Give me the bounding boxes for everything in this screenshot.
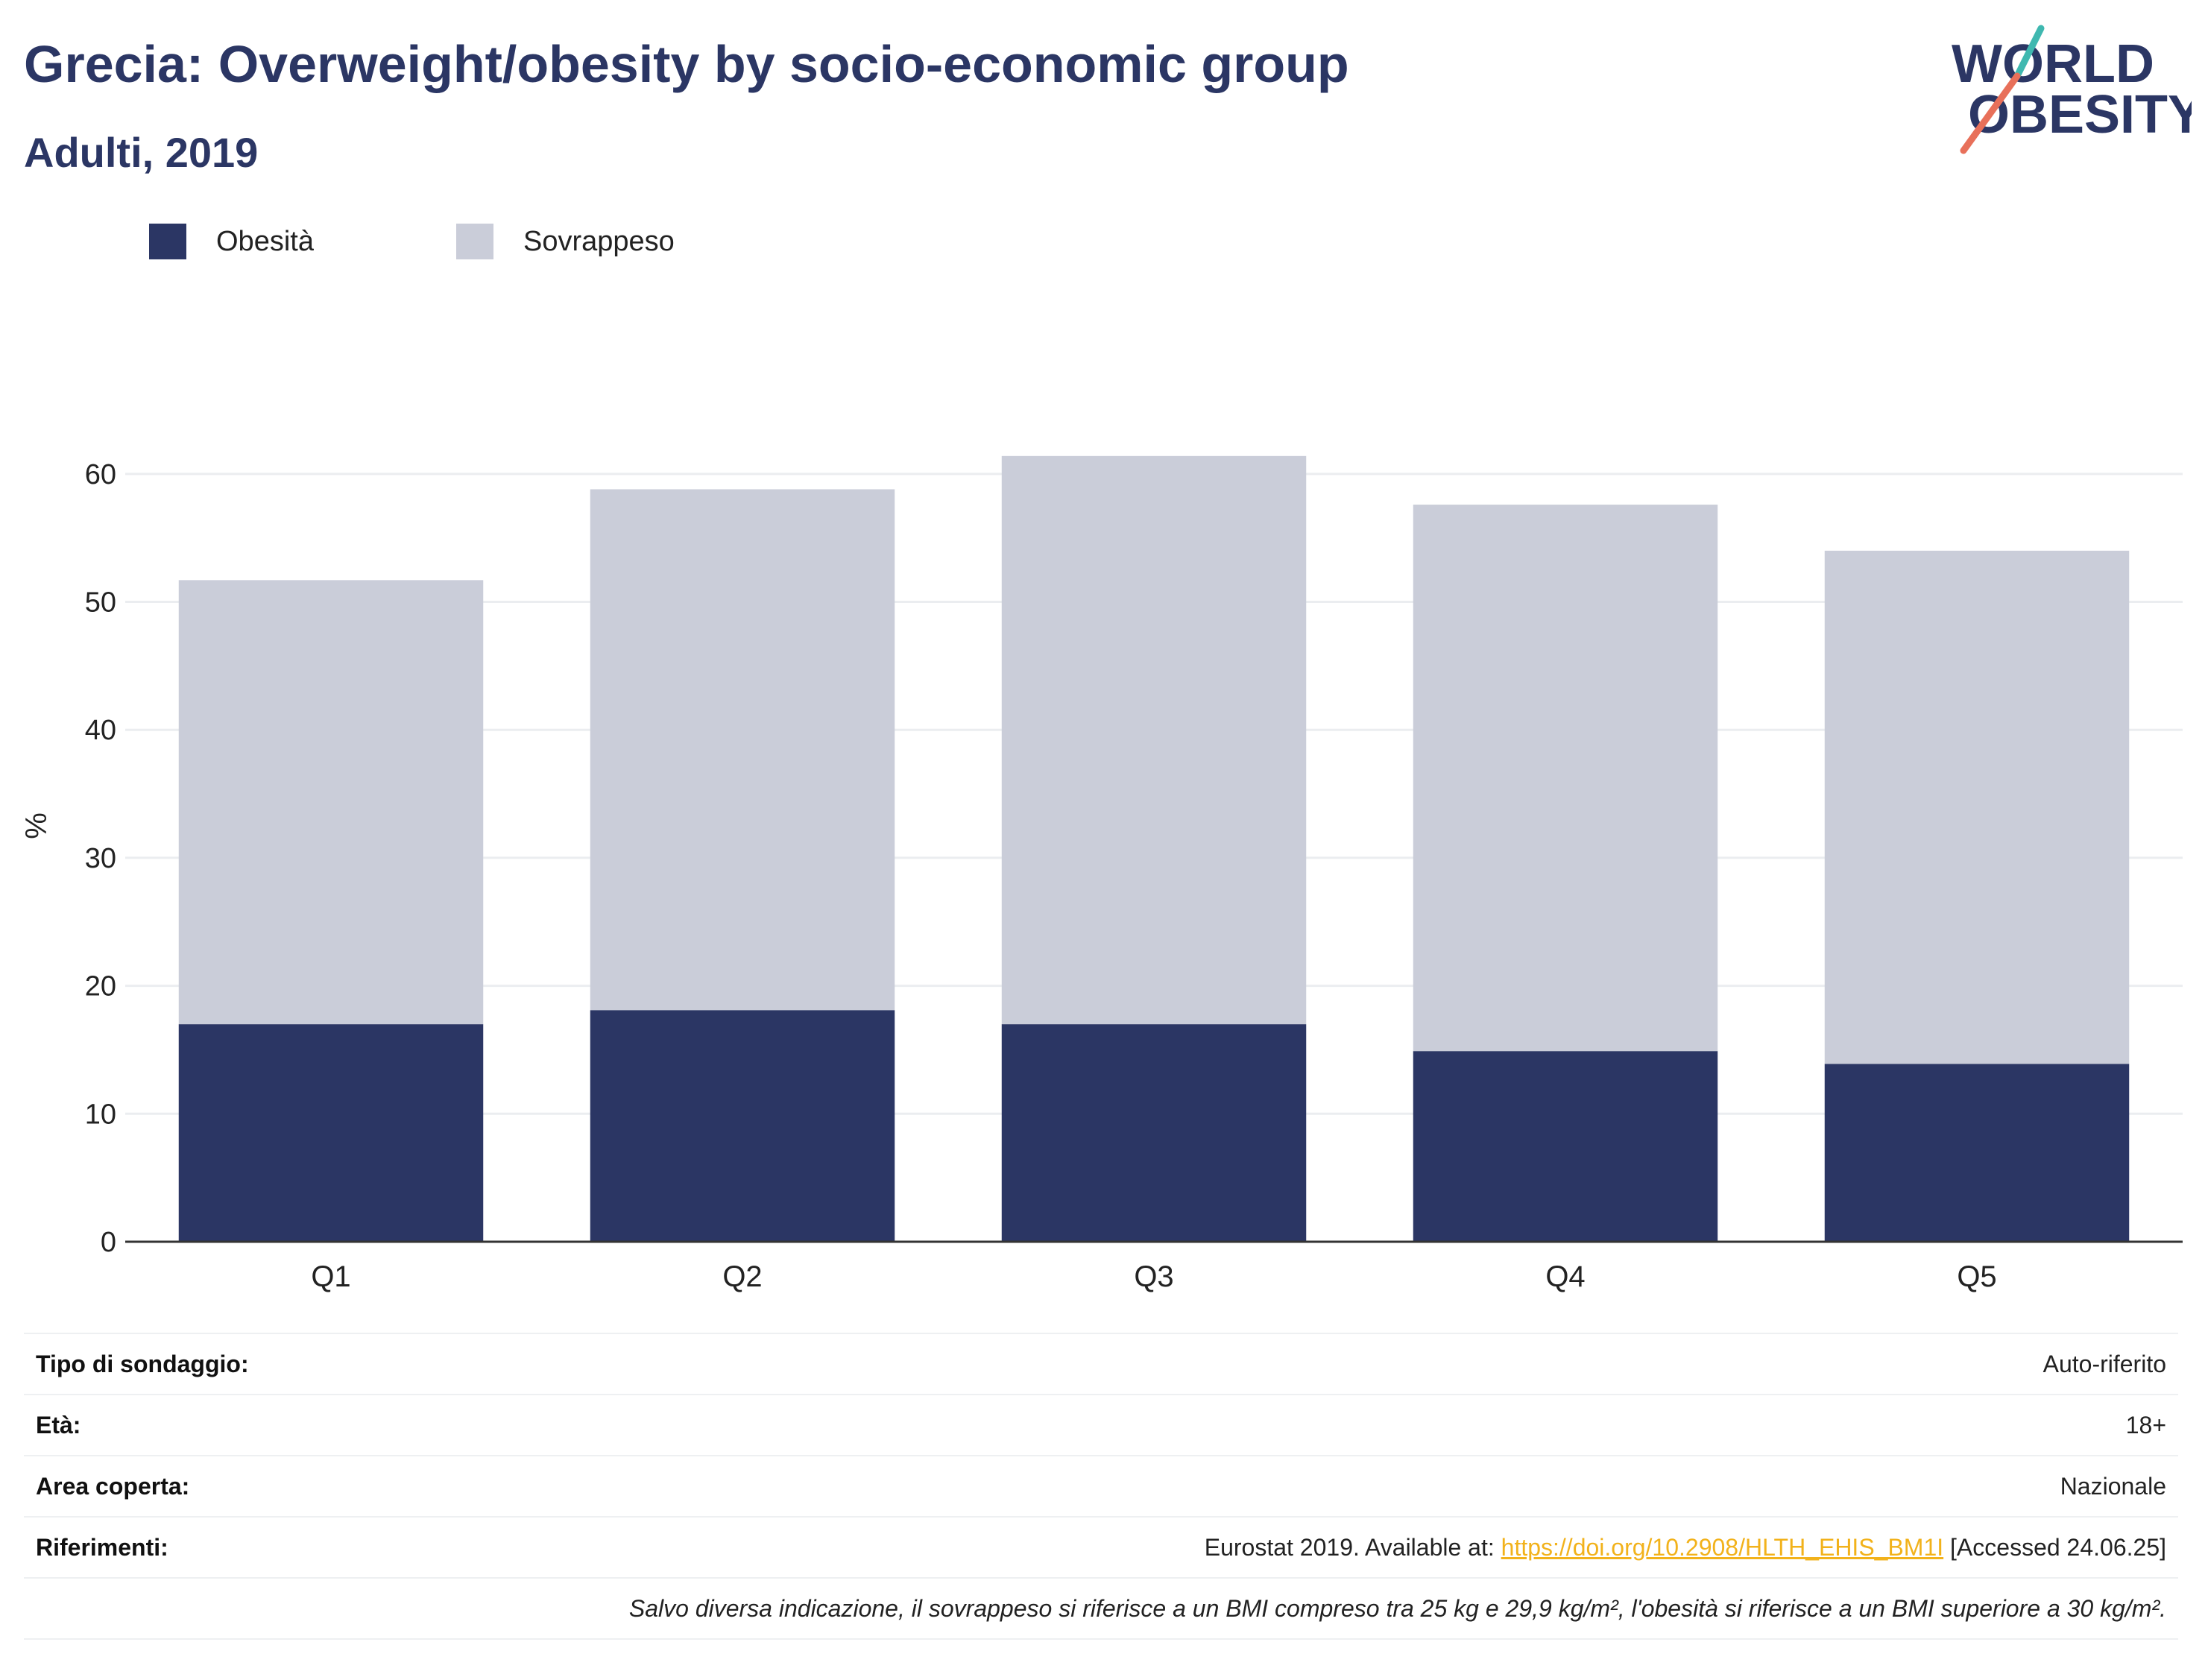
info-row-references: Riferimenti: Eurostat 2019. Available at… [24,1518,2178,1579]
y-axis-title: % [20,812,53,839]
bar-overweight-q3 [1001,455,1307,1025]
reference-prefix: Eurostat 2019. Available at: [1204,1533,1501,1561]
logo-slash-bottom [1960,72,2021,154]
y-tick-label: 40 [85,715,116,746]
world-obesity-logo: WORLD OBESITY [1952,25,2192,154]
bar-overweight-q5 [1824,550,2130,1064]
y-tick-label: 50 [85,587,116,619]
reference-suffix: [Accessed 24.06.25] [1943,1533,2166,1561]
reference-link[interactable]: https://doi.org/10.2908/HLTH_EHIS_BM1I [1501,1533,1944,1561]
bar-overweight-q4 [1413,505,1718,1052]
legend-item-obesity: Obesità [149,224,314,259]
x-tick-label: Q3 [1134,1260,1173,1293]
survey-type-label: Tipo di sondaggio: [36,1350,249,1377]
legend-label-obesity: Obesità [216,225,314,257]
x-tick-label: Q2 [722,1260,762,1293]
area-label: Area coperta: [36,1472,190,1500]
y-tick-label: 10 [85,1099,116,1130]
chart-subtitle: Adulti, 2019 [24,129,259,176]
legend-label-overweight: Sovrappeso [523,225,675,257]
chart-title: Grecia: Overweight/obesity by socio-econ… [24,35,1349,93]
y-tick-label: 0 [101,1227,116,1258]
bar-obesity-q1 [178,1024,484,1242]
bar-overweight-q2 [590,489,895,1011]
y-tick-label: 60 [85,459,116,490]
legend-swatch-overweight [456,224,493,259]
age-label: Età: [36,1411,81,1439]
survey-type-value: Auto-riferito [2042,1350,2166,1377]
area-value: Nazionale [2060,1472,2166,1500]
info-row-survey: Tipo di sondaggio: Auto-riferito [24,1334,2178,1395]
bar-obesity-q5 [1824,1064,2130,1242]
y-tick-label: 30 [85,843,116,874]
info-row-age: Età: 18+ [24,1395,2178,1456]
bar-obesity-q4 [1413,1051,1718,1242]
x-tick-label: Q4 [1545,1260,1585,1293]
y-tick-label: 20 [85,971,116,1002]
x-tick-label: Q1 [311,1260,350,1293]
references-label: Riferimenti: [36,1533,168,1561]
legend-item-overweight: Sovrappeso [456,224,675,259]
bar-obesity-q3 [1001,1024,1307,1242]
bar-obesity-q2 [590,1010,895,1242]
info-row-area: Area coperta: Nazionale [24,1456,2178,1518]
info-row-note: Salvo diversa indicazione, il sovrappeso… [24,1579,2178,1640]
references-value: Eurostat 2019. Available at: https://doi… [1205,1534,2166,1561]
logo-slash-top [2013,25,2045,80]
bmi-definition-note: Salvo diversa indicazione, il sovrappeso… [628,1594,2166,1622]
legend-swatch-obesity [149,224,186,259]
bar-overweight-q1 [178,580,484,1025]
logo-line-1: WORLD [1952,34,2154,94]
x-tick-label: Q5 [1957,1260,1996,1293]
info-table: Tipo di sondaggio: Auto-riferito Età: 18… [24,1333,2178,1640]
age-value: 18+ [2125,1411,2166,1439]
stacked-bar-chart: 0 10 20 30 40 50 60% Q1 Q2 Q3 Q4 Q5 [20,455,2183,1293]
